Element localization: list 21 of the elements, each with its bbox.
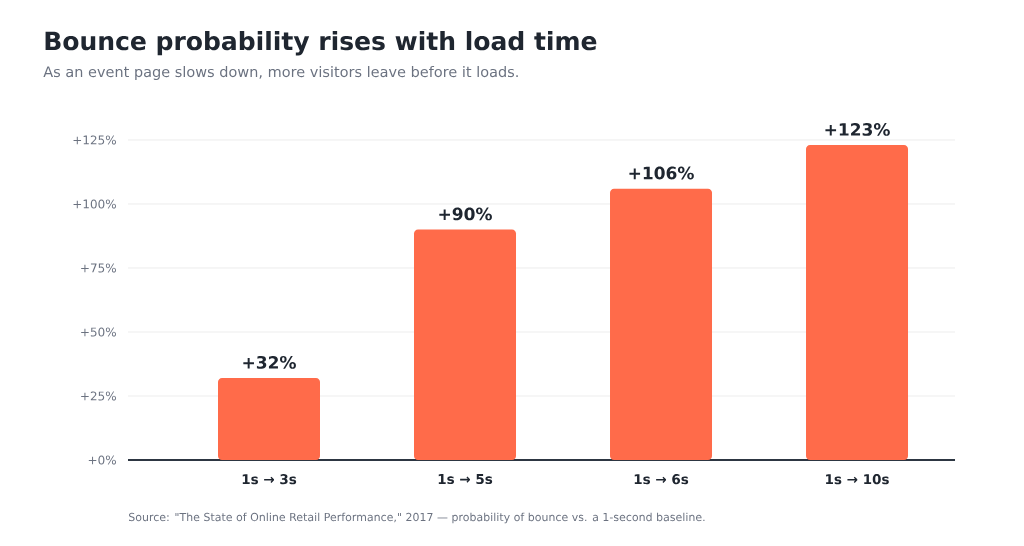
chart-subtitle: As an event page slows down, more visitors leave before it loads. (43, 65, 518, 81)
y-tick-label: +125% (73, 135, 116, 145)
chart-title: Bounce probability rises with load time (45, 30, 597, 56)
bar (610, 188, 713, 460)
x-tick-label: 1s → 6s (634, 474, 689, 485)
data-label: +90% (439, 207, 492, 221)
source-note: Source: "The State of Online Retail Performance," 2017 — probability of bounce vs. a 1-second baseline. (129, 512, 705, 524)
y-tick-label: +100% (73, 199, 116, 209)
data-label: +123% (825, 123, 890, 136)
y-tick-label: +0% (88, 455, 116, 465)
bar (806, 145, 909, 460)
data-label: +106% (629, 166, 694, 180)
y-tick-label: +50% (81, 327, 116, 337)
x-tick-label: 1s → 5s (438, 474, 493, 485)
bar (218, 378, 320, 460)
y-tick-label: +75% (81, 263, 116, 273)
y-tick-label: +25% (81, 391, 116, 401)
bar (414, 229, 517, 460)
data-label: +32% (243, 355, 296, 369)
x-tick-label: 1s → 3s (242, 474, 297, 485)
x-tick-label: 1s → 10s (826, 474, 889, 485)
